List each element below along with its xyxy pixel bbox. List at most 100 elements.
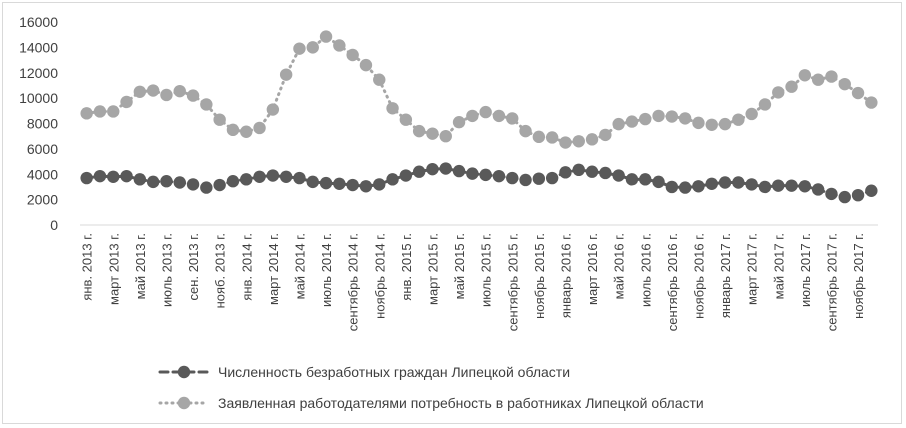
series-layer [80, 30, 878, 204]
data-point [93, 169, 107, 183]
data-point [625, 115, 639, 128]
y-tick-label: 2000 [27, 192, 58, 208]
x-tick-label: январь 2016 г. [558, 233, 573, 318]
x-tick-label: январь 2017 г. [718, 233, 733, 318]
data-point [758, 180, 772, 194]
data-point [279, 170, 293, 183]
data-point [439, 162, 452, 175]
data-point [293, 42, 306, 55]
data-point [559, 136, 572, 149]
x-tick-label: ноябрь 2016 г. [691, 233, 706, 319]
legend-item-1: Численность безработных граждан Липецкой… [158, 364, 570, 380]
data-point [319, 30, 333, 43]
x-tick-label: нояб. 2013 г. [213, 233, 228, 308]
data-point [80, 107, 93, 120]
data-point [293, 171, 306, 185]
legend-label: Заявленная работодателями потребность в … [218, 395, 704, 411]
data-point [133, 85, 147, 98]
data-point [240, 125, 253, 138]
data-point [785, 80, 798, 93]
data-point [399, 169, 413, 182]
data-point [772, 179, 785, 192]
data-point [798, 69, 812, 82]
x-tick-label: июль 2017 г. [798, 233, 813, 307]
data-point [319, 176, 333, 190]
data-point [625, 173, 639, 186]
y-tick-label: 4000 [27, 166, 58, 182]
x-tick-label: сен. 2013 г. [186, 233, 201, 300]
x-tick-label: сентябрь 2017 г. [824, 233, 839, 331]
legend-marker [177, 365, 191, 379]
data-point [838, 190, 851, 204]
data-point [346, 48, 359, 62]
x-tick-label: март 2017 г. [745, 233, 760, 305]
data-point [718, 176, 732, 189]
x-tick-label: июль 2015 г. [479, 233, 494, 307]
data-point [107, 105, 120, 118]
data-point [665, 180, 679, 194]
data-point [545, 131, 559, 144]
legend-label: Численность безработных граждан Липецкой… [218, 364, 570, 380]
data-point [492, 169, 506, 183]
data-point [585, 165, 599, 178]
data-point [479, 105, 492, 119]
data-point [346, 178, 359, 192]
data-point [545, 171, 559, 185]
data-point [412, 124, 426, 138]
data-point [572, 135, 585, 148]
x-tick-label: май 2017 г. [771, 233, 786, 299]
x-tick-label: июль 2013 г. [159, 233, 174, 307]
data-point [120, 169, 133, 183]
data-point [612, 169, 625, 182]
legend: Численность безработных граждан Липецкой… [158, 364, 704, 411]
x-tick-label: ноябрь 2017 г. [851, 233, 866, 319]
legend-item-2: Заявленная работодателями потребность в … [158, 395, 704, 411]
data-point [333, 39, 346, 52]
data-point [173, 84, 186, 98]
x-tick-label: май 2013 г. [133, 233, 148, 299]
data-point [373, 178, 386, 191]
data-point [532, 172, 546, 185]
data-point [186, 89, 200, 102]
x-tick-label: март 2014 г. [266, 233, 281, 305]
data-point [240, 173, 253, 186]
data-point [306, 41, 319, 54]
data-point [678, 112, 692, 125]
data-point [572, 163, 585, 177]
data-point [107, 170, 120, 183]
data-point [333, 177, 346, 190]
data-point [160, 88, 173, 102]
data-point [306, 175, 319, 189]
x-tick-label: ноябрь 2014 г. [372, 233, 387, 319]
data-point [466, 167, 479, 180]
y-tick-label: 12000 [19, 65, 58, 81]
x-tick-label: сентябрь 2015 г. [505, 233, 520, 331]
data-point [506, 112, 519, 125]
data-point [639, 112, 652, 126]
data-point [692, 180, 705, 193]
series-line [85, 34, 873, 145]
x-tick-label: сентябрь 2016 г. [665, 233, 680, 331]
data-point [359, 180, 373, 193]
data-point [758, 98, 772, 111]
data-point [745, 178, 758, 191]
y-tick-label: 16000 [19, 14, 58, 30]
data-point [865, 184, 878, 197]
data-point [146, 84, 160, 97]
data-point [745, 107, 758, 121]
data-point [253, 170, 266, 183]
data-point [133, 173, 147, 186]
x-tick-label: янв. 2014 г. [239, 233, 254, 301]
data-point [266, 169, 280, 182]
y-tick-label: 14000 [19, 39, 58, 55]
data-point [851, 86, 865, 100]
data-point [705, 177, 718, 190]
data-point [386, 102, 399, 115]
x-tick-label: май 2016 г. [612, 233, 627, 299]
data-point [732, 176, 745, 189]
data-point [266, 103, 280, 116]
series-2 [80, 30, 878, 149]
data-point [452, 164, 466, 178]
data-point [532, 130, 546, 144]
data-point [439, 129, 452, 143]
